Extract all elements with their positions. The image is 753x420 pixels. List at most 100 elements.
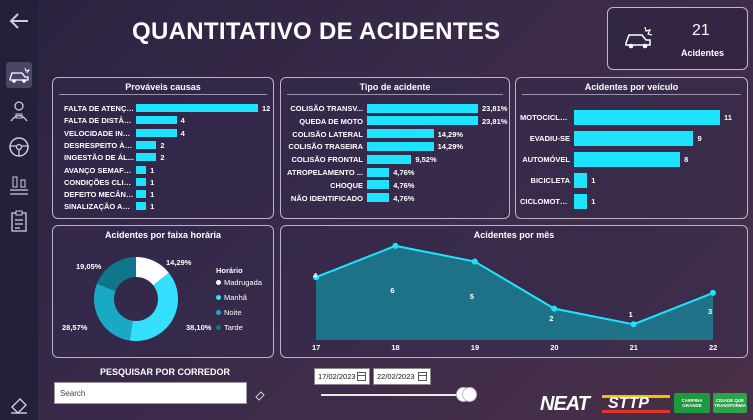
bar-value-label: 12 xyxy=(262,104,271,113)
legend-dot xyxy=(216,325,221,330)
legend-item[interactable]: Madrugada xyxy=(216,278,262,287)
bar-value-label: 2 xyxy=(160,140,165,150)
bar[interactable] xyxy=(136,128,177,137)
bar[interactable] xyxy=(574,193,588,209)
kpi-value: 21 xyxy=(692,22,710,39)
bar-value-label: 1 xyxy=(150,165,155,175)
bar[interactable] xyxy=(367,141,434,151)
sttp-logo-frame: STTP xyxy=(602,395,670,413)
bar-value-label: 1 xyxy=(150,177,155,187)
data-point-label: 2 xyxy=(549,313,554,323)
bar[interactable] xyxy=(367,129,434,139)
panel-accidents-by-vehicle: Acidentes por veículo MOTOCICLETA 11 EVADI… xyxy=(515,77,748,219)
eraser-icon[interactable] xyxy=(255,388,265,406)
panel-title: Tipo de acidente xyxy=(359,82,431,92)
car-crash-icon xyxy=(623,25,653,56)
bar-value-label: 14,29% xyxy=(437,129,464,139)
steering-wheel-icon[interactable] xyxy=(6,134,32,160)
slider-handle-end[interactable] xyxy=(462,387,477,402)
bar[interactable] xyxy=(136,177,147,186)
donut-value-label: 38,10% xyxy=(186,323,212,332)
legend-label: Madrugada xyxy=(224,278,262,287)
legend-item[interactable]: Manhã xyxy=(216,293,247,302)
data-point[interactable] xyxy=(471,258,478,265)
bar-value-label: 1 xyxy=(591,197,596,206)
calendar-icon[interactable] xyxy=(418,372,427,381)
bar[interactable] xyxy=(136,153,157,162)
calendar-icon[interactable] xyxy=(357,372,366,381)
legend-item[interactable]: Tarde xyxy=(216,323,243,332)
clipboard-icon[interactable] xyxy=(6,208,32,234)
data-point[interactable] xyxy=(313,274,319,281)
data-point[interactable] xyxy=(551,305,558,312)
data-point-label: 6 xyxy=(390,285,395,295)
legend-dot xyxy=(216,280,221,285)
donut-value-label: 19,05% xyxy=(76,262,102,271)
bar[interactable] xyxy=(136,140,157,149)
legend-label: Manhã xyxy=(224,293,247,302)
bar[interactable] xyxy=(367,103,478,113)
data-point-label: 5 xyxy=(469,291,474,301)
eraser-icon[interactable] xyxy=(6,392,32,418)
bar-value-label: 4 xyxy=(180,128,185,138)
bar[interactable] xyxy=(136,116,177,125)
bar[interactable] xyxy=(367,180,390,190)
x-tick-label: 19 xyxy=(470,343,480,352)
end-date-field[interactable]: 22/02/2023 xyxy=(373,368,431,385)
bar[interactable] xyxy=(367,167,390,177)
start-date-field[interactable]: 17/02/2023 xyxy=(314,368,370,385)
driver-icon[interactable] xyxy=(6,98,32,124)
bar-value-label: 4,76% xyxy=(393,193,415,203)
bar[interactable] xyxy=(574,109,720,125)
legend-title: Horário xyxy=(216,266,243,275)
bar-value-label: 9 xyxy=(697,134,702,143)
data-point[interactable] xyxy=(710,289,716,296)
back-arrow-icon[interactable] xyxy=(6,8,32,34)
bar[interactable] xyxy=(574,151,681,167)
search-label: PESQUISAR POR CORREDOR xyxy=(100,367,231,377)
legend-dot xyxy=(216,310,221,315)
donut-slice[interactable] xyxy=(136,257,169,286)
bar[interactable] xyxy=(367,193,390,203)
data-point[interactable] xyxy=(630,321,637,328)
data-point-label: 4 xyxy=(313,271,318,281)
page-title: QUANTITATIVO DE ACIDENTES xyxy=(132,18,501,45)
panel-title: Acidentes por mês xyxy=(473,230,555,240)
x-tick-label: 18 xyxy=(391,343,400,352)
bar[interactable] xyxy=(136,190,147,199)
legend-item[interactable]: Noite xyxy=(216,308,242,317)
cidade-que-transforma-logo: CIDADE QUE TRANSFORMA xyxy=(713,393,747,413)
date-range-slider[interactable] xyxy=(321,394,471,396)
bar-value-label: 14,29% xyxy=(437,142,464,152)
area-line xyxy=(315,244,714,326)
car-crash-icon[interactable] xyxy=(6,62,32,88)
donut-slice[interactable] xyxy=(129,272,178,341)
bar-value-label: 2 xyxy=(160,153,165,163)
bar[interactable] xyxy=(367,116,478,126)
donut-slice[interactable] xyxy=(96,257,136,291)
bar-value-label: 9,52% xyxy=(415,155,437,165)
bar[interactable] xyxy=(574,172,588,188)
legend-dot xyxy=(216,295,221,300)
bar[interactable] xyxy=(136,202,147,211)
bar[interactable] xyxy=(136,165,147,174)
donut-slice[interactable] xyxy=(94,283,133,341)
bar-value-label: 4 xyxy=(180,116,185,126)
data-point-label: 3 xyxy=(708,306,713,316)
panel-accident-type: Tipo de acidente COLISÃO TRANSV... 23,81%… xyxy=(280,77,510,219)
legend-label: Noite xyxy=(224,308,242,317)
settings-sliders-icon[interactable] xyxy=(6,172,32,198)
area-fill xyxy=(316,245,713,340)
data-point[interactable] xyxy=(392,242,399,249)
bar[interactable] xyxy=(574,130,694,146)
bar-value-label: 23,81% xyxy=(482,116,508,126)
bar[interactable] xyxy=(367,154,412,164)
start-date-value: 17/02/2023 xyxy=(318,372,356,381)
panel-probable-causes: Prováveis causas FALTA DE ATENÇÃO 12 FALTA… xyxy=(52,77,274,219)
search-input[interactable] xyxy=(54,382,247,404)
campina-grande-logo: CAMPINA GRANDE xyxy=(674,393,710,413)
x-tick-label: 17 xyxy=(312,343,321,352)
bar[interactable] xyxy=(136,104,258,112)
